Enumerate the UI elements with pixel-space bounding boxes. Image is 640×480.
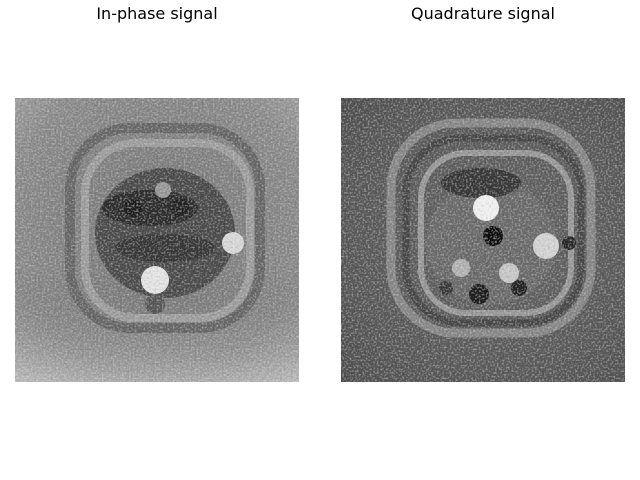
- in-phase-title: In-phase signal: [96, 4, 218, 23]
- quadrature-image: [341, 98, 625, 382]
- in-phase-image: [15, 98, 299, 382]
- quadrature-title: Quadrature signal: [411, 4, 555, 23]
